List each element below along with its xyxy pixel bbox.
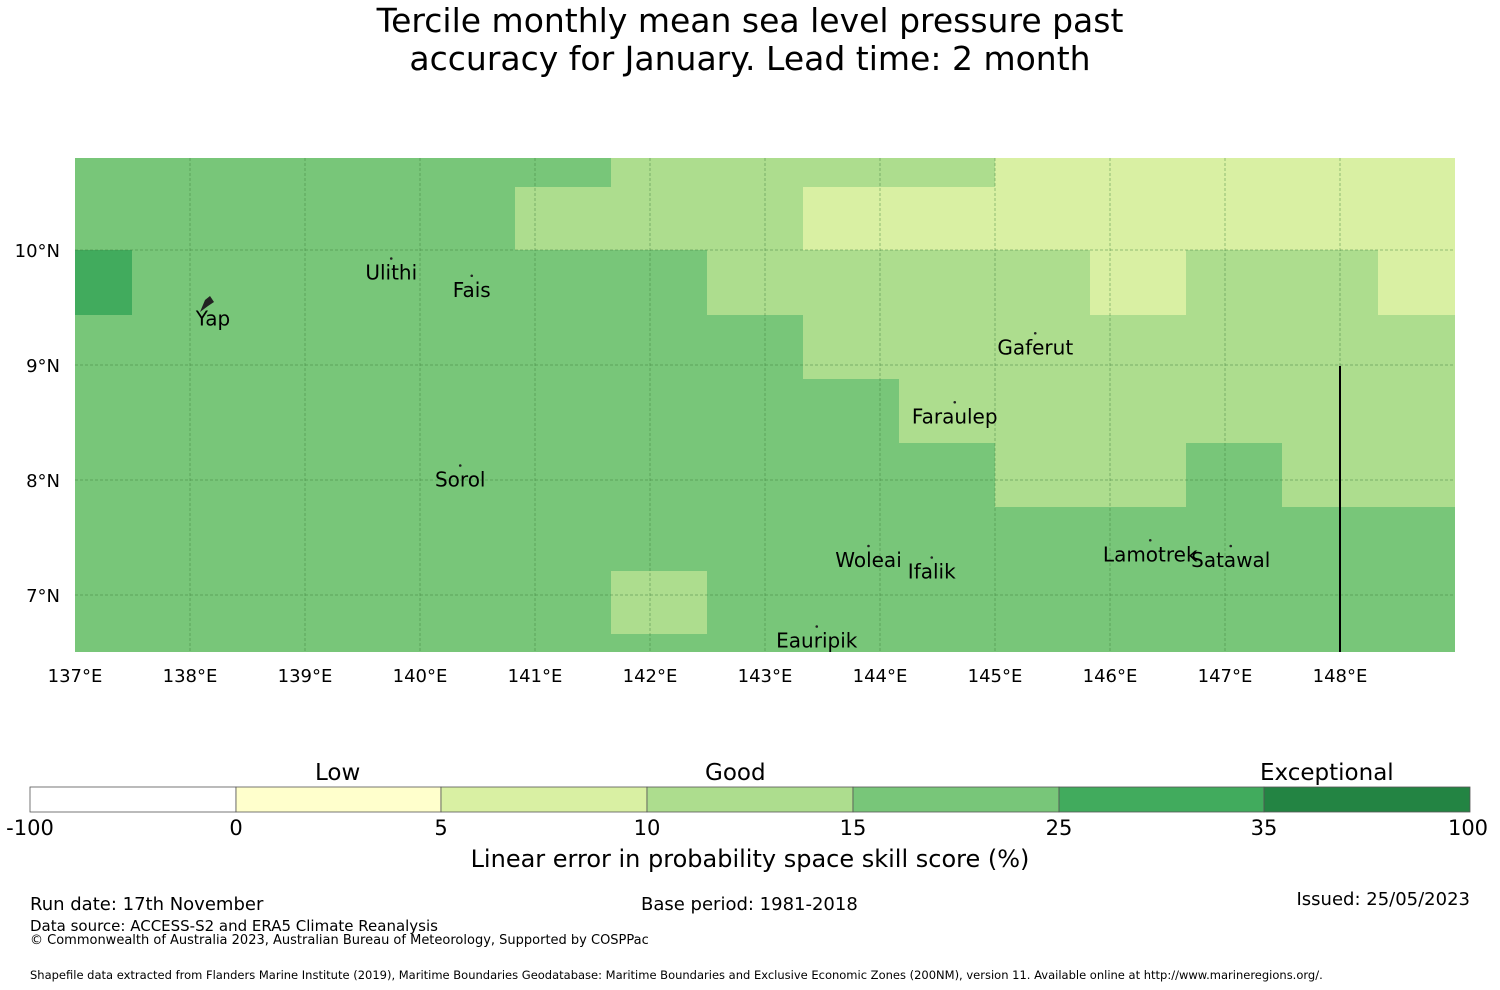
island-dot: [953, 400, 957, 404]
grid-cell: [611, 571, 707, 634]
chart-title: Tercile monthly mean sea level pressure …: [0, 2, 1500, 78]
yap-island-shape: [200, 296, 214, 312]
grid-cell: [803, 187, 995, 250]
grid-cell: [75, 250, 132, 315]
grid-cell: [1186, 250, 1378, 315]
place-labels: Ulithi Fais Yap Gaferut Faraulep Sorol Woleai I…: [195, 261, 1271, 653]
graticule: [75, 158, 1455, 652]
run-date: Run date: 17th November: [30, 894, 264, 915]
grid-cell: [995, 158, 1455, 250]
colorbar-tick: -100: [6, 816, 54, 840]
grid-cell: [1282, 443, 1455, 507]
island-dot: [470, 274, 474, 278]
title-line-2: accuracy for January. Lead time: 2 month: [409, 39, 1091, 78]
grid-cell: [611, 158, 995, 187]
grid-cell: [1378, 250, 1455, 315]
colorbar-tick: 10: [633, 816, 661, 840]
grid-cell: [803, 315, 1455, 379]
colorbar-section-exceptional: Exceptional: [1260, 760, 1394, 786]
skill-grid: [75, 158, 1455, 652]
place-label: Yap: [195, 307, 230, 331]
longitude-label: 146°E: [1083, 666, 1138, 687]
colorbar-tick: 25: [1045, 816, 1073, 840]
longitude-label: 138°E: [163, 666, 218, 687]
place-label: Eauripik: [776, 629, 858, 653]
colorbar-boxes: [29, 786, 1471, 813]
longitude-label: 143°E: [738, 666, 793, 687]
longitude-label: 144°E: [853, 666, 908, 687]
copyright: © Commonwealth of Australia 2023, Austra…: [30, 933, 649, 948]
place-label: Faraulep: [912, 404, 998, 428]
colorbar-box: [1263, 786, 1471, 813]
colorbar: [29, 786, 1471, 813]
longitude-label: 147°E: [1198, 666, 1253, 687]
grid-cell: [995, 443, 1186, 507]
colorbar-tick: 0: [229, 816, 243, 840]
grid-cell: [515, 187, 803, 250]
place-label: Ifalik: [908, 560, 956, 584]
colorbar-tick: 35: [1250, 816, 1278, 840]
place-label: Sorol: [435, 468, 486, 492]
colorbar-box: [646, 786, 854, 813]
place-label: Fais: [453, 278, 491, 302]
island-dot: [389, 257, 393, 260]
latitude-label: 8°N: [26, 471, 60, 492]
island-dot: [1148, 538, 1152, 542]
colorbar-tick: 100: [1447, 816, 1489, 840]
shapefile-credit: Shapefile data extracted from Flanders M…: [30, 968, 1323, 982]
colorbar-box: [852, 786, 1060, 813]
latitude-labels: 10°N 9°N 8°N 7°N: [15, 241, 60, 607]
longitude-label: 140°E: [393, 666, 448, 687]
island-dot: [815, 625, 819, 628]
latitude-label: 10°N: [15, 241, 60, 262]
data-source: Data source: ACCESS-S2 and ERA5 Climate …: [30, 917, 438, 935]
grid-cell: [707, 250, 1090, 315]
issued-date: Issued: 25/05/2023: [1296, 889, 1470, 910]
place-label: Ulithi: [365, 261, 417, 285]
longitude-label: 145°E: [968, 666, 1023, 687]
colorbar-box: [440, 786, 648, 813]
island-dot: [930, 556, 934, 559]
base-period: Base period: 1981-2018: [641, 894, 858, 915]
colorbar-section-low: Low: [315, 760, 361, 786]
longitude-label: 142°E: [623, 666, 678, 687]
longitude-label: 137°E: [48, 666, 103, 687]
colorbar-label: Linear error in probability space skill …: [470, 845, 1030, 873]
island-markers: [200, 257, 1233, 628]
colorbar-box: [29, 786, 237, 813]
grid-cell: [1090, 250, 1186, 315]
place-label: Woleai: [835, 548, 902, 572]
island-dot: [1033, 331, 1037, 335]
place-label: Gaferut: [997, 335, 1073, 359]
colorbar-section-good: Good: [705, 760, 766, 786]
island-dot: [458, 464, 462, 467]
island-dot: [1229, 544, 1233, 548]
title-line-1: Tercile monthly mean sea level pressure …: [376, 1, 1124, 40]
latitude-label: 7°N: [26, 586, 60, 607]
colorbar-box: [1058, 786, 1265, 813]
latitude-label: 9°N: [26, 356, 60, 377]
longitude-label: 139°E: [278, 666, 333, 687]
colorbar-tick: 15: [839, 816, 867, 840]
skill-map: Ulithi Fais Yap Gaferut Faraulep Sorol Woleai I…: [15, 158, 1455, 687]
grid-cell: [899, 379, 1455, 443]
colorbar-tick: 5: [434, 816, 448, 840]
colorbar-box: [235, 786, 442, 813]
longitude-label: 148°E: [1313, 666, 1368, 687]
place-label: Satawal: [1191, 548, 1270, 572]
longitude-labels: 137°E 138°E 139°E 140°E 141°E 142°E 143°E 144°E…: [48, 666, 1368, 687]
longitude-label: 141°E: [508, 666, 563, 687]
island-dot: [867, 544, 870, 548]
place-label: Lamotrek: [1103, 542, 1198, 566]
